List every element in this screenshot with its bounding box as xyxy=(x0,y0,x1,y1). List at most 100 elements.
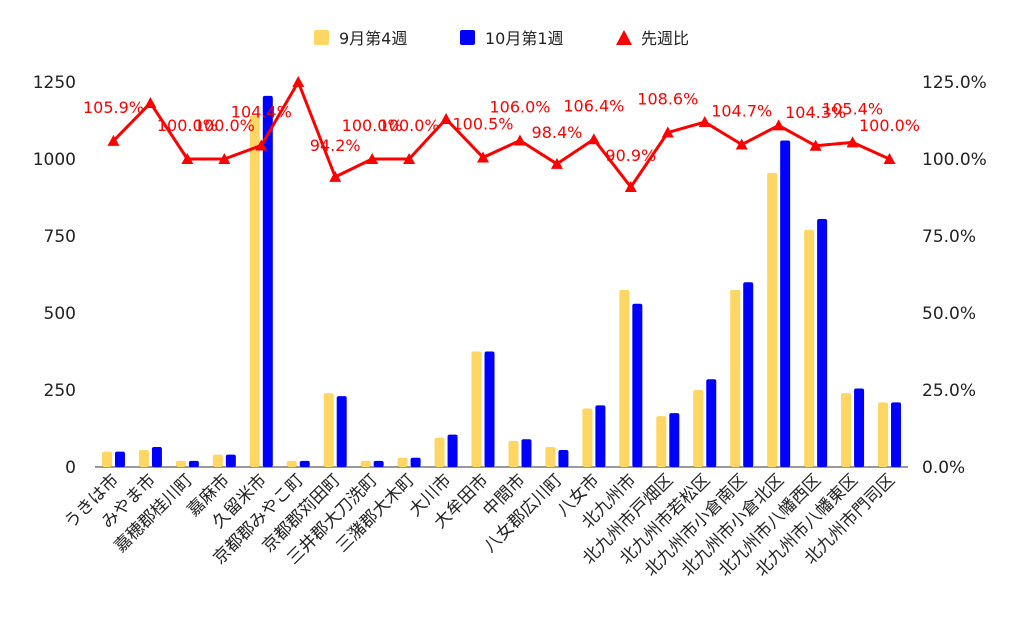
ratio-line-path xyxy=(112,80,891,189)
ratio-marker xyxy=(587,133,600,145)
y-right-tick-label: 0.0% xyxy=(922,458,965,478)
ratio-marker xyxy=(292,76,305,87)
y-left-tick-label: 0 xyxy=(65,458,76,478)
bar-week1-oct xyxy=(521,439,532,467)
bar-week1-oct xyxy=(188,460,199,467)
bar-week4-sep xyxy=(323,393,334,467)
bar-week1-oct xyxy=(410,457,421,467)
bar-week1-oct xyxy=(262,95,273,468)
y-left-tick-label: 1250 xyxy=(33,73,76,93)
bar-week4-sep xyxy=(434,437,445,467)
ratio-data-label: 90.9% xyxy=(605,146,656,165)
legend-swatch xyxy=(314,30,329,45)
ratio-marker xyxy=(883,153,896,164)
ratio-marker xyxy=(218,153,231,164)
ratio-data-label: 100.0% xyxy=(859,116,920,135)
ratio-marker xyxy=(107,134,120,146)
bar-week4-sep xyxy=(175,460,186,467)
legend-marker xyxy=(616,30,632,45)
y-left-tick-label: 250 xyxy=(44,381,76,401)
ratio-marker xyxy=(661,126,674,138)
ratio-marker xyxy=(366,153,379,164)
ratio-marker xyxy=(698,116,711,128)
bar-week1-oct xyxy=(151,446,162,467)
ratio-data-label: 104.3% xyxy=(785,103,846,122)
legend-label: 9月第4週 xyxy=(339,29,407,48)
bar-week1-oct xyxy=(114,451,125,467)
bar-week4-sep xyxy=(286,460,297,467)
ratio-data-label: 106.0% xyxy=(489,98,550,117)
y-left-tick-label: 500 xyxy=(44,304,76,324)
bar-week1-oct xyxy=(669,413,680,467)
ratio-marker xyxy=(846,136,859,148)
ratio-line xyxy=(107,76,896,193)
y-left-tick-label: 750 xyxy=(44,227,76,247)
y-right-tick-label: 125.0% xyxy=(922,73,987,93)
ratio-data-label: 100.5% xyxy=(453,114,514,133)
bar-week1-oct xyxy=(558,450,569,467)
bar-week1-oct xyxy=(632,303,643,467)
bars xyxy=(101,95,902,468)
bar-week1-oct xyxy=(854,388,865,467)
ratio-marker xyxy=(329,170,342,182)
bar-week4-sep xyxy=(397,457,408,467)
axes: 0 250 500 750 1000 1250 0.0% 25.0% 50.0% 75.0% 100… xyxy=(33,73,987,478)
bar-week1-oct xyxy=(225,454,236,467)
bar-week1-oct xyxy=(780,140,791,467)
y-right-tick-label: 75.0% xyxy=(922,227,976,247)
ratio-marker xyxy=(772,119,785,131)
bar-week4-sep xyxy=(249,115,260,467)
bar-week4-sep xyxy=(508,440,519,467)
ratio-data-label: 108.6% xyxy=(637,90,698,109)
ratio-marker xyxy=(809,139,822,151)
y-right-tick-label: 50.0% xyxy=(922,304,976,324)
legend: 9月第4週 10月第1週 先週比 xyxy=(314,29,689,48)
ratio-data-label: 106.4% xyxy=(563,96,624,115)
bar-week1-oct xyxy=(595,405,606,467)
bar-week4-sep xyxy=(212,454,223,467)
bar-week1-oct xyxy=(447,434,458,467)
ratio-data-label: 104.4% xyxy=(231,102,292,121)
bar-week4-sep xyxy=(767,172,778,468)
ratio-data-label: 100.0% xyxy=(194,116,255,135)
ratio-marker xyxy=(624,181,637,193)
ratio-data-label: 100.0% xyxy=(342,116,403,135)
ratio-data-label: 104.7% xyxy=(711,102,772,121)
legend-swatch xyxy=(460,30,475,45)
bar-week1-oct xyxy=(706,379,717,467)
bar-week1-oct xyxy=(373,460,384,467)
data-labels: 105.9%100.0%100.0%104.4%94.2%100.0%100.0… xyxy=(83,90,920,166)
ratio-data-label: 100.0% xyxy=(379,116,440,135)
y-right-tick-label: 100.0% xyxy=(922,150,987,170)
bar-week4-sep xyxy=(619,289,630,467)
bar-week4-sep xyxy=(693,390,704,467)
bar-week4-sep xyxy=(545,446,556,467)
bar-week4-sep xyxy=(841,393,852,467)
ratio-marker xyxy=(477,151,490,163)
category-labels: うきは市みやま市嘉穂郡桂川町嘉麻市久留米市京都郡みやこ町京都郡苅田町三井郡大刀洗… xyxy=(61,470,899,580)
bar-week4-sep xyxy=(471,351,482,467)
ratio-marker xyxy=(735,138,748,150)
bar-week4-sep xyxy=(656,416,667,467)
bar-week1-oct xyxy=(484,351,495,467)
bar-week1-oct xyxy=(299,460,310,467)
bar-week1-oct xyxy=(336,396,347,467)
legend-label: 10月第1週 xyxy=(485,29,564,48)
bar-week4-sep xyxy=(730,289,741,467)
bar-week1-oct xyxy=(891,402,902,467)
ratio-data-label: 98.4% xyxy=(532,123,583,142)
ratio-marker xyxy=(550,157,563,169)
ratio-marker xyxy=(255,139,268,151)
bar-week4-sep xyxy=(804,229,815,467)
ratio-marker xyxy=(144,96,157,108)
bar-week4-sep xyxy=(360,460,371,467)
ratio-marker xyxy=(440,112,453,124)
ratio-marker xyxy=(181,153,194,164)
bar-week4-sep xyxy=(101,451,112,467)
ratio-data-label: 100.0% xyxy=(157,116,218,135)
bar-week4-sep xyxy=(138,450,149,467)
bar-week1-oct xyxy=(817,219,828,467)
bar-week4-sep xyxy=(582,408,593,467)
ratio-marker xyxy=(513,134,526,146)
